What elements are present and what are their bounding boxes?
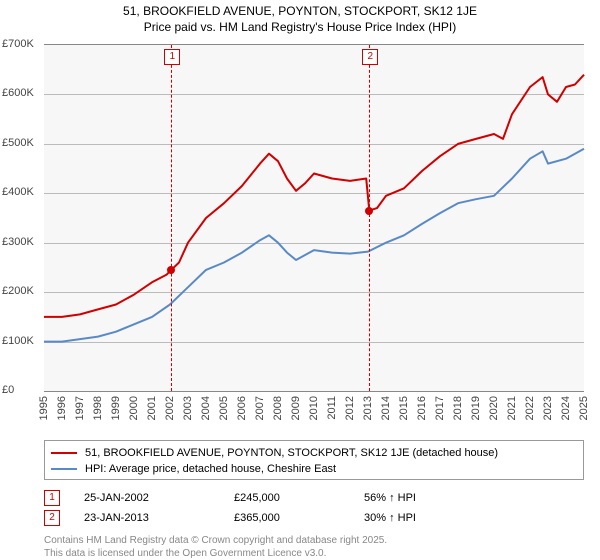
y-tick-label: £200K <box>2 285 46 297</box>
x-axis-labels: 1995199619971998199920002001200220032004… <box>44 392 584 434</box>
footer-line-2: This data is licensed under the Open Gov… <box>44 547 584 560</box>
x-tick-label: 2013 <box>362 396 374 420</box>
x-tick-label: 1998 <box>92 396 104 420</box>
x-tick-label: 2023 <box>542 396 554 420</box>
table-row: 1 25-JAN-2002 £245,000 56% ↑ HPI <box>44 488 584 508</box>
legend-footer: 51, BROOKFIELD AVENUE, POYNTON, STOCKPOR… <box>44 440 584 560</box>
sale-marker-2 <box>365 207 373 215</box>
x-tick-label: 1999 <box>110 396 122 420</box>
x-tick-label: 2024 <box>560 396 572 420</box>
title-line-1: 51, BROOKFIELD AVENUE, POYNTON, STOCKPOR… <box>0 4 600 18</box>
sale-tag-1: 1 <box>44 490 60 506</box>
x-tick-label: 1995 <box>38 396 50 420</box>
x-tick-label: 2021 <box>506 396 518 420</box>
table-row: 2 23-JAN-2013 £365,000 30% ↑ HPI <box>44 508 584 528</box>
x-tick-label: 2012 <box>344 396 356 420</box>
sale-date-1: 25-JAN-2002 <box>84 492 234 504</box>
x-tick-label: 2016 <box>416 396 428 420</box>
sale-tag-marker-1: 1 <box>164 49 180 65</box>
y-tick-label: £400K <box>2 186 46 198</box>
footer-line-1: Contains HM Land Registry data © Crown c… <box>44 534 584 547</box>
sale-price-2: £365,000 <box>234 512 364 524</box>
x-tick-label: 2006 <box>236 396 248 420</box>
x-tick-label: 1997 <box>74 396 86 420</box>
series-line-property <box>44 75 584 317</box>
legend-label-hpi: HPI: Average price, detached house, Ches… <box>85 463 336 475</box>
sale-price-1: £245,000 <box>234 492 364 504</box>
chart-container: 51, BROOKFIELD AVENUE, POYNTON, STOCKPOR… <box>0 0 600 560</box>
y-tick-label: £500K <box>2 137 46 149</box>
x-tick-label: 2010 <box>308 396 320 420</box>
legend-row-hpi: HPI: Average price, detached house, Ches… <box>51 461 577 477</box>
x-tick-label: 2017 <box>434 396 446 420</box>
legend-label-property: 51, BROOKFIELD AVENUE, POYNTON, STOCKPOR… <box>85 447 498 459</box>
series-line-hpi <box>44 149 584 342</box>
sales-table: 1 25-JAN-2002 £245,000 56% ↑ HPI 2 23-JA… <box>44 488 584 528</box>
x-tick-label: 2018 <box>452 396 464 420</box>
sale-vline-2 <box>369 45 370 391</box>
footer-note: Contains HM Land Registry data © Crown c… <box>44 534 584 560</box>
y-tick-label: £700K <box>2 38 46 50</box>
legend-box: 51, BROOKFIELD AVENUE, POYNTON, STOCKPOR… <box>44 440 584 480</box>
legend-swatch-hpi <box>51 468 77 470</box>
x-tick-label: 2019 <box>470 396 482 420</box>
line-layer <box>44 45 584 391</box>
x-tick-label: 2014 <box>380 396 392 420</box>
sale-date-2: 23-JAN-2013 <box>84 512 234 524</box>
x-tick-label: 2005 <box>218 396 230 420</box>
title-line-2: Price paid vs. HM Land Registry's House … <box>0 20 600 34</box>
y-tick-label: £0 <box>2 384 46 396</box>
x-tick-label: 2022 <box>524 396 536 420</box>
x-tick-label: 2007 <box>254 396 266 420</box>
x-tick-label: 2009 <box>290 396 302 420</box>
x-tick-label: 2008 <box>272 396 284 420</box>
x-tick-label: 2004 <box>200 396 212 420</box>
y-tick-label: £100K <box>2 335 46 347</box>
x-tick-label: 2001 <box>146 396 158 420</box>
x-tick-label: 2000 <box>128 396 140 420</box>
sale-vs-hpi-2: 30% ↑ HPI <box>364 512 416 524</box>
x-tick-label: 2025 <box>578 396 590 420</box>
sale-vs-hpi-1: 56% ↑ HPI <box>364 492 416 504</box>
x-tick-label: 2015 <box>398 396 410 420</box>
sale-tag-marker-2: 2 <box>362 49 378 65</box>
x-tick-label: 2020 <box>488 396 500 420</box>
y-tick-label: £600K <box>2 87 46 99</box>
y-tick-label: £300K <box>2 236 46 248</box>
legend-row-property: 51, BROOKFIELD AVENUE, POYNTON, STOCKPOR… <box>51 445 577 461</box>
x-tick-label: 2011 <box>326 396 338 420</box>
x-tick-label: 1996 <box>56 396 68 420</box>
legend-swatch-property <box>51 452 77 454</box>
x-tick-label: 2003 <box>182 396 194 420</box>
plot-area: 12 <box>44 44 584 392</box>
chart-title: 51, BROOKFIELD AVENUE, POYNTON, STOCKPOR… <box>0 4 600 34</box>
sale-tag-2: 2 <box>44 510 60 526</box>
x-tick-label: 2002 <box>164 396 176 420</box>
sale-vline-1 <box>171 45 172 391</box>
